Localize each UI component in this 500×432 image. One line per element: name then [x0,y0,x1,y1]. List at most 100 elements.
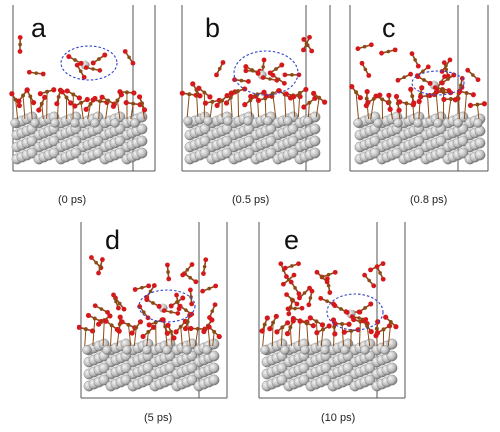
carbon-atom [56,94,61,99]
metal-atom [122,345,132,355]
metal-atom [110,118,120,128]
oxygen-atom [368,301,374,307]
oxygen-atom [246,79,251,84]
oxygen-atom [386,323,393,329]
carbon-atom [45,89,50,94]
metal-atom [263,116,273,126]
gas-molecules [89,255,219,321]
carbon-atom [381,327,386,332]
metal-atom [369,135,381,147]
oxygen-atom [368,42,374,48]
oxygen-atom [174,292,179,298]
carbon-atom [464,91,469,95]
oxygen-atom [442,74,447,79]
carbon-atom [339,307,343,311]
panel-e-letter: e [284,225,300,255]
metal-atom [221,147,233,159]
oxygen-atom [301,37,307,42]
oxygen-atom [103,318,109,324]
oxygen-atom [374,330,381,336]
gas-molecules [355,42,481,95]
oxygen-atom [349,314,355,319]
metal-atom [340,345,350,355]
oxygen-atom [188,325,194,332]
carbon-atom [365,324,370,328]
oxygen-atom [207,315,212,320]
panel-d [77,222,237,402]
carbon-atom [288,325,293,330]
carbon-atom [387,100,392,105]
panel-c-letter: c [382,13,396,43]
metal-atom [457,147,469,159]
panel-d-letter: d [105,225,121,255]
oxygen-atom [182,325,189,332]
oxygen-atom [282,265,288,271]
metal-atom [182,345,192,355]
oxygen-atom [116,305,121,311]
metal-atom [243,135,255,147]
carbon-atom [109,323,114,328]
metal-atom [380,345,390,355]
panel-e [255,222,415,402]
oxygen-atom [189,262,195,267]
carbon-atom [217,66,222,71]
oxygen-atom [68,100,74,106]
oxygen-atom [196,85,202,91]
carbon-atom [106,98,111,103]
oxygen-atom [223,100,230,106]
oxygen-atom [362,272,368,278]
oxygen-atom [439,80,445,86]
carbon-atom [321,327,325,332]
carbon-atom [444,67,449,72]
oxygen-atom [278,261,284,267]
carbon-atom [166,270,170,274]
carbon-atom [378,271,382,275]
oxygen-atom [291,93,297,100]
carbon-atom [78,69,83,73]
panel-d-scene [77,222,228,399]
carbon-atom [446,77,450,81]
oxygen-atom [441,96,447,103]
carbon-atom [73,58,77,62]
metal-atom [120,362,132,374]
panel-c-scene [349,5,489,172]
carbon-atom [302,291,307,295]
carbon-atom [114,299,118,304]
oxygen-atom [416,98,422,105]
adsorbates [179,81,328,118]
oxygen-atom [187,287,193,293]
carbon-atom [304,321,309,326]
metal-atom [98,374,110,386]
metal-atom [391,147,403,159]
oxygen-atom [393,93,400,100]
metal-atom [164,374,176,386]
oxygen-atom [357,95,363,101]
carbon-atom [178,324,183,329]
carbon-atom [471,73,475,77]
carbon-atom [64,95,69,100]
oxygen-atom [386,92,392,98]
oxygen-atom [214,102,220,109]
oxygen-atom [64,88,70,94]
oxygen-atom [380,276,386,282]
metal-atom [164,362,176,374]
metal-atom [223,116,233,126]
carbon-atom [195,326,200,331]
oxygen-atom [180,295,186,301]
carbon-atom [402,75,407,80]
oxygen-atom [179,90,185,96]
oxygen-atom [168,303,174,309]
metal-atom [413,118,423,128]
metal-atom [309,135,321,147]
oxygen-atom [301,104,307,110]
metal-atom [70,135,82,147]
carbon-atom [320,275,324,279]
oxygen-atom [297,295,302,301]
carbon-atom [413,58,417,62]
oxygen-atom [263,93,269,99]
metal-atom [48,135,60,147]
metal-atom [457,135,469,147]
oxygen-atom [66,54,72,60]
oxygen-atom [117,314,123,320]
metal-atom [142,345,152,355]
